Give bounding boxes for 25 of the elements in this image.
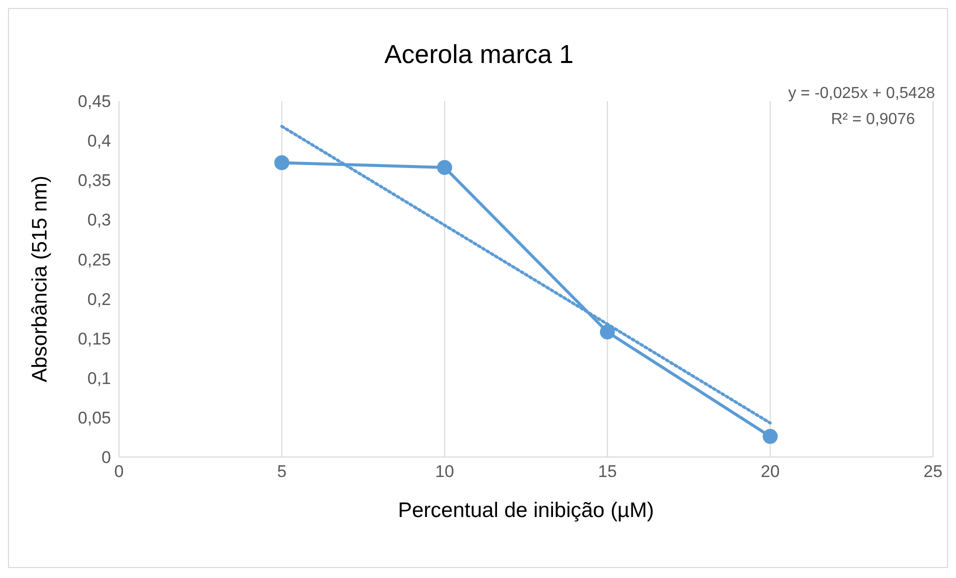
y-tick-label: 0,15: [78, 329, 111, 348]
x-axis-title: Percentual de inibição (µM): [398, 499, 654, 522]
x-tick-label: 10: [435, 462, 454, 482]
annotation: y = -0,025x + 0,5428: [788, 84, 935, 104]
y-tick-label: 0,45: [78, 92, 111, 112]
chart-title: Acerola marca 1: [383, 39, 575, 70]
x-tick-label: 5: [277, 462, 287, 482]
y-tick-label: 0,2: [87, 290, 111, 309]
x-tick-label: 20: [760, 462, 780, 482]
y-tick-label: 0,25: [78, 250, 111, 270]
y-tick-label: 0,3: [87, 210, 111, 230]
point: [437, 160, 452, 175]
point: [600, 324, 615, 340]
y-axis-title: Absorbância (515 nm): [28, 176, 52, 382]
y-tick-label: 0,35: [78, 171, 111, 190]
point: [274, 155, 290, 170]
annotation: R² = 0,9076: [830, 110, 916, 130]
x-tick-label: 0: [114, 462, 124, 482]
y-tick-label: 0: [102, 448, 111, 468]
x-tick-label: 15: [598, 462, 617, 482]
x-tick-label: 25: [924, 462, 942, 482]
point: [762, 428, 778, 444]
y-tick-label: 0,05: [78, 408, 111, 428]
y-tick-label: 0,1: [87, 368, 111, 388]
y-tick-label: 0,4: [87, 132, 111, 151]
